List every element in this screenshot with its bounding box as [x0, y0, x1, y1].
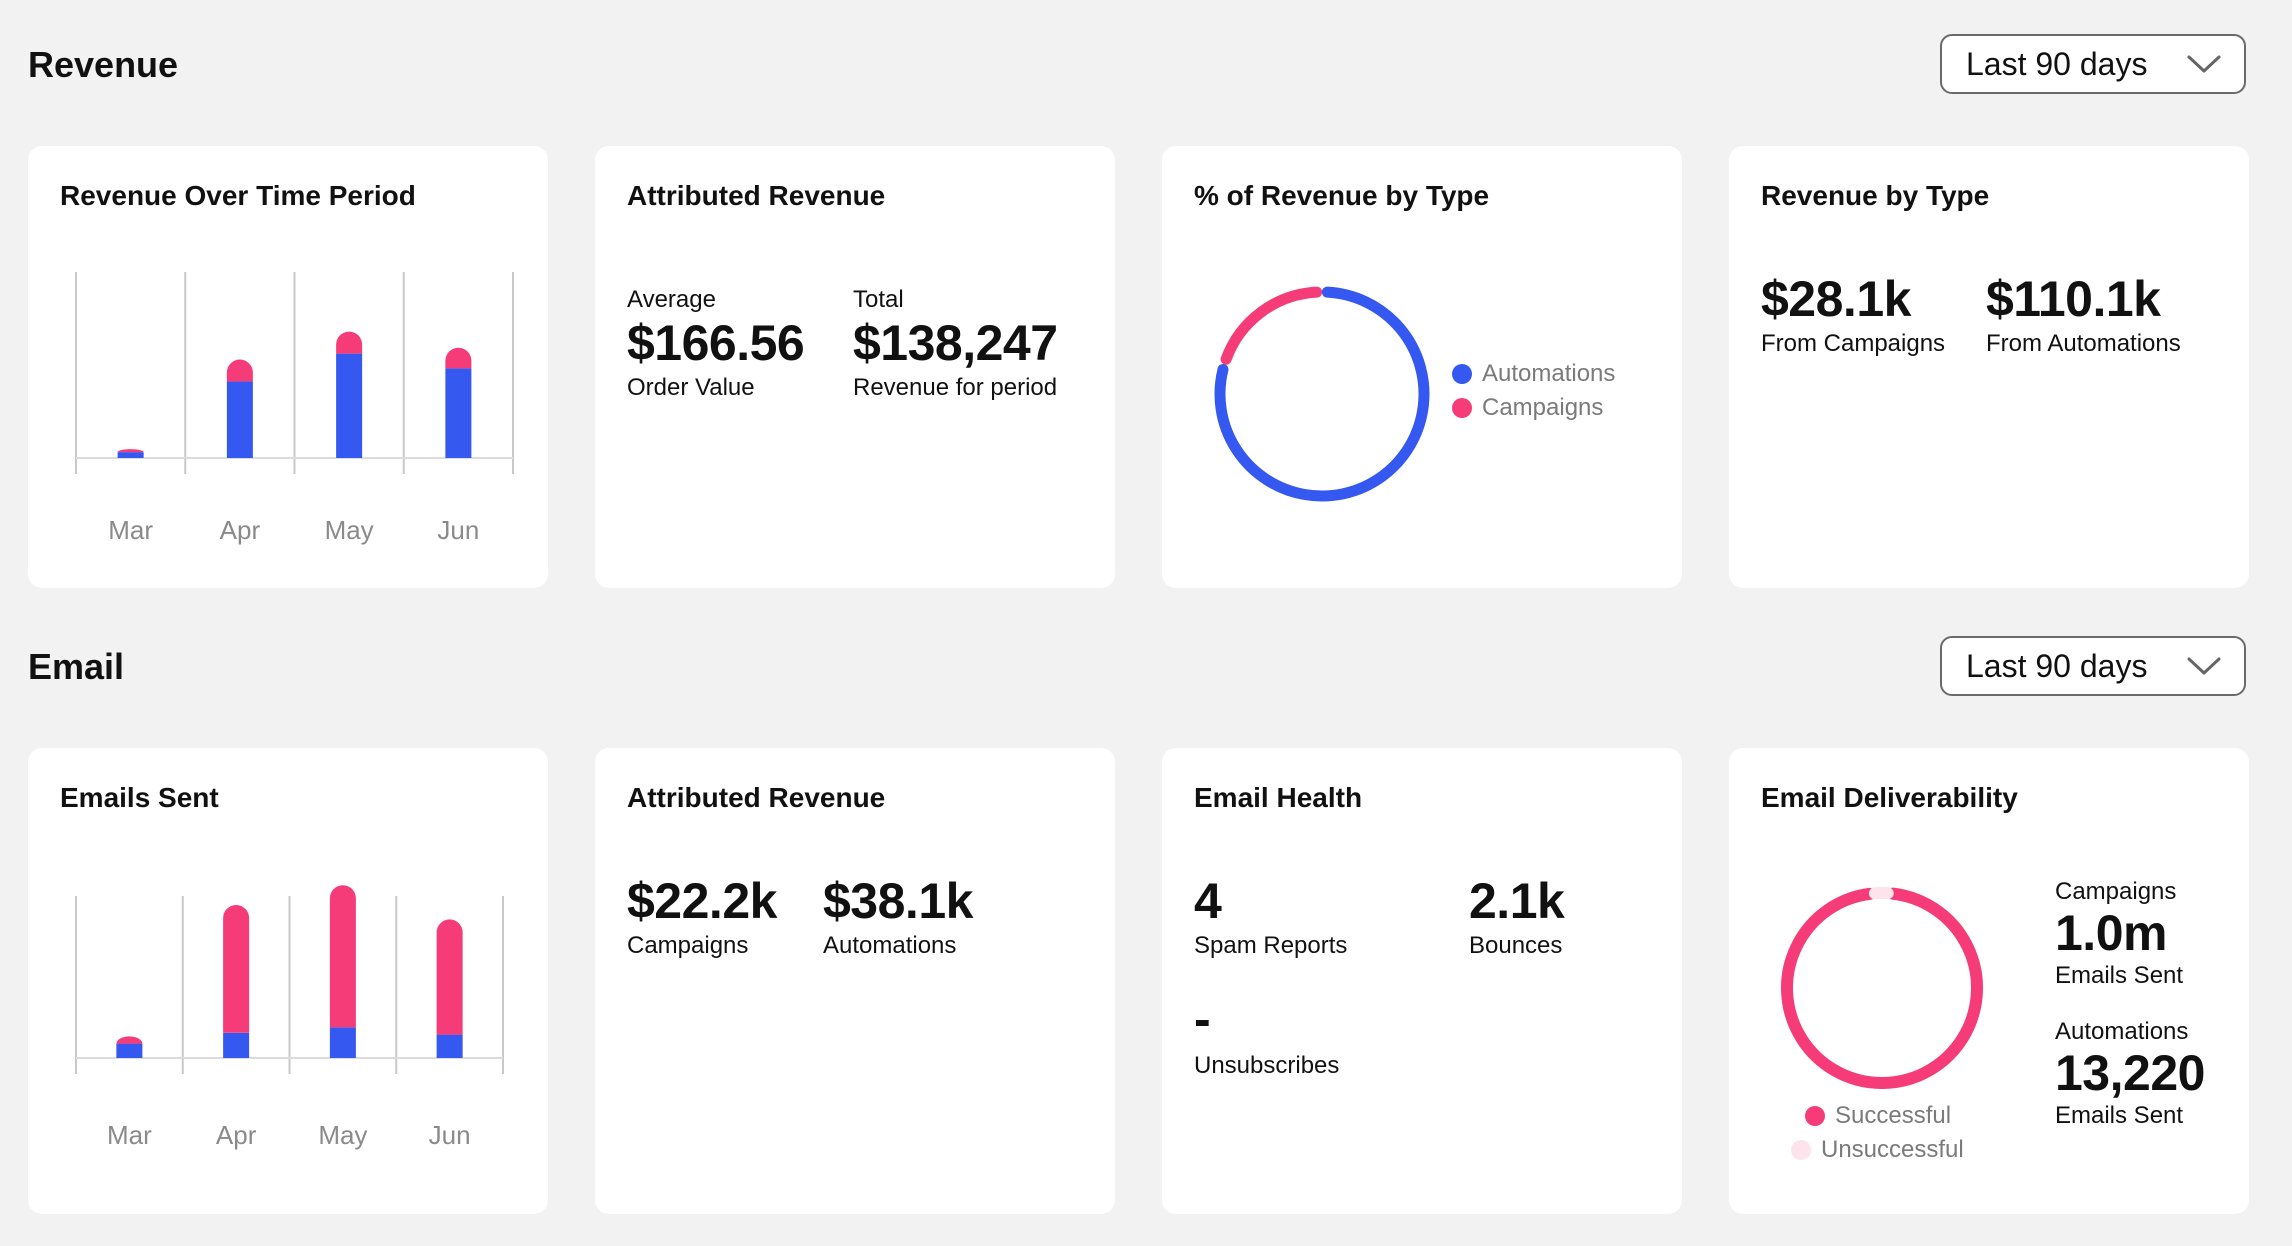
bar-campaigns-may	[329, 885, 356, 1028]
bar-campaigns-apr	[226, 359, 253, 382]
revenue-over-time-card: Revenue Over Time Period Mar Apr May Jun	[28, 146, 548, 588]
bar-automations-mar	[117, 452, 144, 458]
email-date-range-value: Last 90 days	[1966, 647, 2148, 684]
email-campaigns-revenue-value: $22.2k	[627, 873, 777, 929]
unsubscribes-value: -	[1194, 991, 1211, 1047]
chevron-down-icon	[2187, 657, 2221, 675]
bar-automations-mar	[116, 1043, 143, 1058]
campaigns-revenue-label: From Campaigns	[1761, 330, 1946, 357]
slice-campaigns	[1220, 286, 1323, 365]
emails-sent-chart: Mar Apr May Jun	[75, 885, 504, 1150]
legend-item-successful: Successful	[1791, 1102, 1964, 1130]
email-automations-revenue-value: $38.1k	[823, 873, 973, 929]
average-order-value: $166.56	[627, 315, 805, 371]
legend-swatch	[1452, 364, 1472, 384]
deliverability-automations-label: Emails Sent	[2055, 1102, 2184, 1129]
legend-item-campaigns: Campaigns	[1452, 394, 1615, 422]
bar-campaigns-mar	[116, 1036, 143, 1044]
bar-automations-apr	[226, 381, 253, 458]
bar-automations-may	[336, 353, 363, 458]
legend-item-automations: Automations	[1452, 360, 1615, 388]
bar-automations-apr	[223, 1032, 250, 1058]
average-label: Average	[627, 286, 716, 313]
legend-label: Campaigns	[1482, 394, 1604, 421]
email-date-range-select[interactable]: Last 90 days	[1940, 636, 2246, 696]
card-title: Email Deliverability	[1761, 782, 2018, 813]
x-tick-label: Mar	[107, 1120, 152, 1150]
card-title: Attributed Revenue	[627, 782, 886, 813]
total-revenue-value: $138,247	[853, 315, 1058, 371]
deliverability-legend: Successful Unsuccessful	[1791, 1102, 1964, 1164]
x-tick-label: May	[325, 515, 374, 545]
card-title: Attributed Revenue	[627, 180, 886, 211]
chevron-down-icon	[2187, 55, 2221, 73]
bar-automations-jun	[436, 1034, 463, 1058]
email-section-title: Email	[28, 646, 125, 687]
unsubscribes-label: Unsubscribes	[1194, 1052, 1340, 1079]
bar-campaigns-apr	[223, 905, 250, 1033]
deliverability-campaigns-value: 1.0m	[2055, 905, 2167, 961]
legend-label: Successful	[1835, 1102, 1952, 1129]
bounces-value: 2.1k	[1469, 873, 1565, 929]
revenue-percent-by-type-card: % of Revenue by Type Automations Campaig…	[1162, 146, 1682, 588]
legend-swatch	[1791, 1140, 1811, 1160]
email-deliverability-card: Email Deliverability Successful Unsucces…	[1729, 748, 2249, 1214]
bar-automations-may	[329, 1027, 356, 1058]
email-campaigns-revenue-label: Campaigns	[627, 932, 749, 959]
x-tick-label: May	[318, 1120, 367, 1150]
card-title: Revenue by Type	[1761, 180, 1990, 211]
x-tick-label: Apr	[220, 515, 261, 545]
automations-revenue-label: From Automations	[1986, 330, 2181, 357]
automations-revenue-value: $110.1k	[1986, 271, 2161, 327]
slice-automations	[1214, 286, 1430, 502]
revenue-by-type-card: Revenue by Type $28.1k From Campaigns $1…	[1729, 146, 2249, 588]
attributed-revenue-card: Attributed Revenue Average $166.56 Order…	[595, 146, 1115, 588]
bar-campaigns-mar	[117, 449, 144, 453]
slice-successful	[1781, 887, 1983, 1089]
card-title: Emails Sent	[60, 782, 219, 813]
legend-item-unsuccessful: Unsuccessful	[1791, 1136, 1964, 1164]
deliverability-automations-heading: Automations	[2055, 1018, 2189, 1045]
revenue-section-title: Revenue	[28, 44, 179, 85]
email-health-card: Email Health 4 Spam Reports 2.1k Bounces…	[1162, 748, 1682, 1214]
bar-campaigns-jun	[436, 919, 463, 1035]
legend-label: Automations	[1482, 360, 1616, 387]
deliverability-automations-value: 13,220	[2055, 1045, 2205, 1101]
x-tick-label: Jun	[437, 515, 479, 545]
spam-reports-label: Spam Reports	[1194, 932, 1348, 959]
bounces-label: Bounces	[1469, 932, 1563, 959]
revenue-over-time-chart: Mar Apr May Jun	[75, 272, 514, 545]
spam-reports-value: 4	[1194, 873, 1222, 929]
revenue-type-donut-chart	[1214, 286, 1430, 502]
card-title: % of Revenue by Type	[1194, 180, 1490, 211]
total-sub-label: Revenue for period	[853, 374, 1058, 401]
x-tick-label: Apr	[216, 1120, 257, 1150]
emails-sent-card: Emails Sent Mar Apr May Jun	[28, 748, 548, 1214]
deliverability-campaigns-label: Emails Sent	[2055, 962, 2184, 989]
revenue-date-range-value: Last 90 days	[1966, 45, 2148, 82]
bar-automations-jun	[445, 368, 472, 458]
legend-swatch	[1805, 1106, 1825, 1126]
x-tick-label: Mar	[108, 515, 153, 545]
bar-campaigns-may	[336, 331, 363, 354]
revenue-type-legend: Automations Campaigns	[1452, 360, 1615, 422]
email-automations-revenue-label: Automations	[823, 932, 957, 959]
legend-label: Unsuccessful	[1821, 1136, 1964, 1163]
deliverability-campaigns-heading: Campaigns	[2055, 878, 2177, 905]
email-attributed-revenue-card: Attributed Revenue $22.2k Campaigns $38.…	[595, 748, 1115, 1214]
total-label: Total	[853, 286, 904, 313]
card-title: Email Health	[1194, 782, 1363, 813]
deliverability-donut-chart	[1781, 887, 1983, 1089]
x-tick-label: Jun	[429, 1120, 471, 1150]
bar-campaigns-jun	[445, 347, 472, 369]
campaigns-revenue-value: $28.1k	[1761, 271, 1911, 327]
legend-swatch	[1452, 398, 1472, 418]
revenue-date-range-select[interactable]: Last 90 days	[1940, 34, 2246, 94]
card-title: Revenue Over Time Period	[60, 180, 416, 211]
average-sub-label: Order Value	[627, 374, 755, 401]
